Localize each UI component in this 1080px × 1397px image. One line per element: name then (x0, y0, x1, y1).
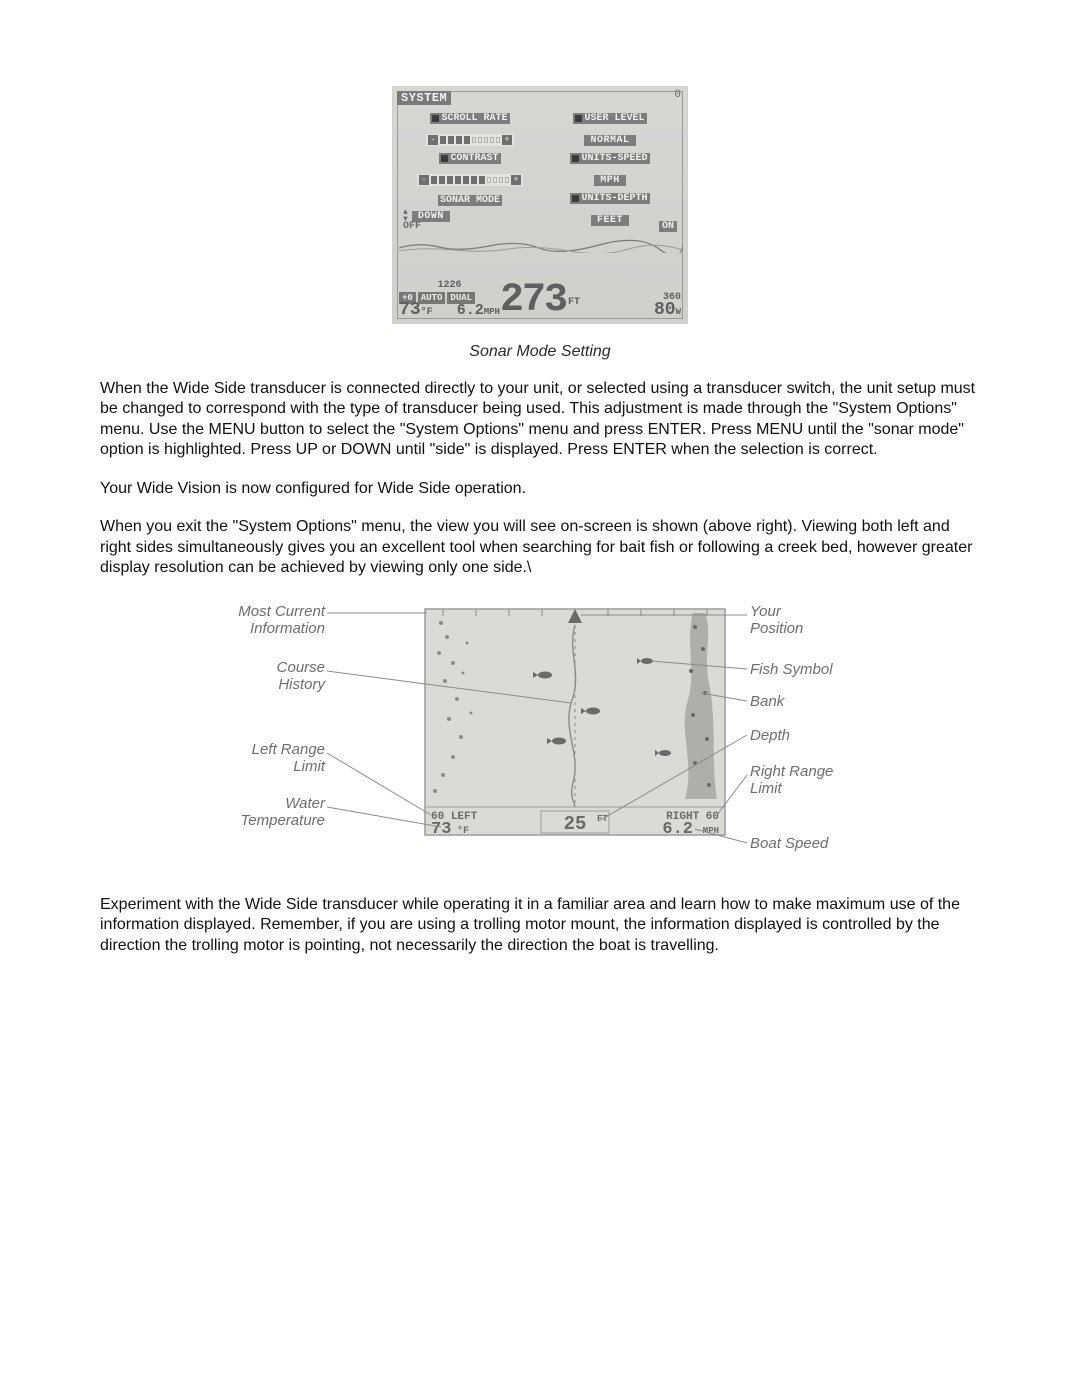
opt-user-level-label: USER LEVEL (573, 113, 646, 124)
svg-text:25: 25 (564, 813, 587, 835)
lcd-status-bar: 1226 +0 AUTO DUAL 73°F 6.2MPH 273FT (399, 261, 681, 319)
status-temp: 73 (399, 300, 421, 320)
paragraph-4: Experiment with the Wide Side transducer… (100, 895, 980, 956)
lcd-title: SYSTEM (397, 91, 451, 105)
figure-sonar-mode-setting: SYSTEM 0 SCROLL RATE USER LEVEL - + NORM… (100, 86, 980, 361)
svg-text:73: 73 (431, 820, 451, 839)
opt-units-depth-label: UNITS-DEPTH (570, 193, 649, 204)
opt-contrast-label: CONTRAST (439, 153, 500, 164)
status-speed: 6.2 (457, 302, 484, 319)
opt-scroll-rate-label: SCROLL RATE (430, 113, 509, 124)
figure1-caption: Sonar Mode Setting (100, 343, 980, 361)
opt-user-level-value: NORMAL (584, 135, 635, 146)
lcd-waveform (399, 239, 683, 253)
opt-units-speed-label: UNITS-SPEED (570, 153, 649, 164)
status-tag: AUTO (418, 292, 446, 304)
figure-wide-side-diagram: Most CurrentInformation CourseHistory Le… (195, 603, 885, 865)
paragraph-3: When you exit the "System Options" menu,… (100, 517, 980, 578)
status-right-big: 80 (654, 300, 676, 320)
paragraph-1: When the Wide Side transducer is connect… (100, 379, 980, 461)
paragraph-2: Your Wide Vision is now configured for W… (100, 479, 980, 499)
opt-units-speed-value: MPH (594, 175, 626, 186)
svg-text:°F: °F (457, 825, 469, 837)
opt-contrast-slider: - + (417, 174, 523, 186)
status-depth: 273FT (500, 283, 580, 319)
opt-scroll-rate-slider: - + (426, 134, 514, 146)
opt-sonar-mode-label: SONAR MODE (438, 195, 502, 206)
diagram-svg: 60 LEFT RIGHT 60 73 °F 25 FT 6.2 MPH (195, 603, 885, 865)
off-label: OFF (403, 221, 421, 232)
lcd-system-menu: SYSTEM 0 SCROLL RATE USER LEVEL - + NORM… (392, 86, 688, 324)
status-top-number: 1226 (399, 280, 500, 292)
lcd-corner-value: 0 (674, 89, 681, 101)
on-label: ON (659, 221, 677, 232)
svg-text:6.2: 6.2 (662, 820, 693, 839)
